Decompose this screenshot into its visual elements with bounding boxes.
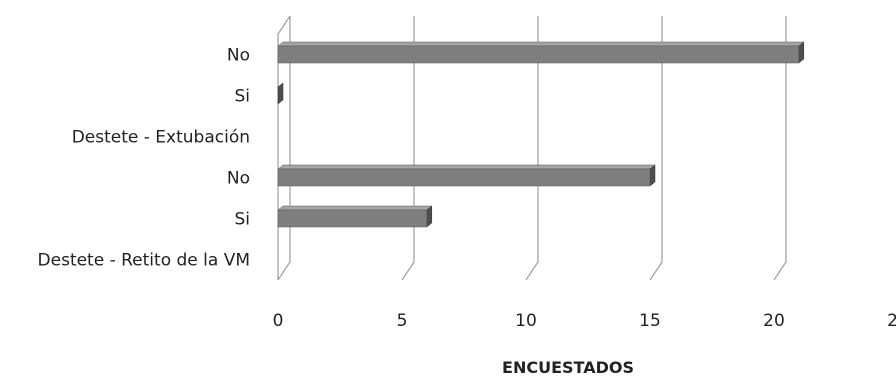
category-label: Si bbox=[234, 210, 250, 230]
wall-top-diagonal bbox=[277, 15, 291, 35]
category-label: Destete - Retito de la VM bbox=[38, 251, 250, 271]
bar bbox=[277, 82, 284, 105]
floor-gridline bbox=[649, 261, 663, 281]
category-label: No bbox=[227, 46, 250, 66]
x-tick-label: 25 bbox=[887, 311, 896, 331]
category-label: No bbox=[227, 169, 250, 189]
bars bbox=[277, 41, 805, 228]
category-label: Si bbox=[234, 87, 250, 107]
x-tick-label: 20 bbox=[763, 311, 785, 331]
bar bbox=[277, 164, 656, 187]
bar bbox=[277, 41, 805, 64]
floor-gridline bbox=[401, 261, 415, 281]
x-tick-label: 5 bbox=[397, 311, 408, 331]
floor-gridline bbox=[773, 261, 787, 281]
x-axis-title: ENCUESTADOS bbox=[502, 358, 634, 377]
x-tick-label: 15 bbox=[639, 311, 661, 331]
x-tick-label: 0 bbox=[273, 311, 284, 331]
category-label: Destete - Extubación bbox=[72, 128, 250, 148]
floor-gridline bbox=[525, 261, 539, 281]
x-tick-label: 10 bbox=[515, 311, 537, 331]
tick-labels: 0 5 10 15 20 25 bbox=[273, 311, 896, 331]
bar bbox=[277, 205, 433, 228]
category-labels: No Si Destete - Extubación No Si Destete - Re… bbox=[38, 46, 250, 271]
floor-gridline bbox=[277, 261, 291, 281]
